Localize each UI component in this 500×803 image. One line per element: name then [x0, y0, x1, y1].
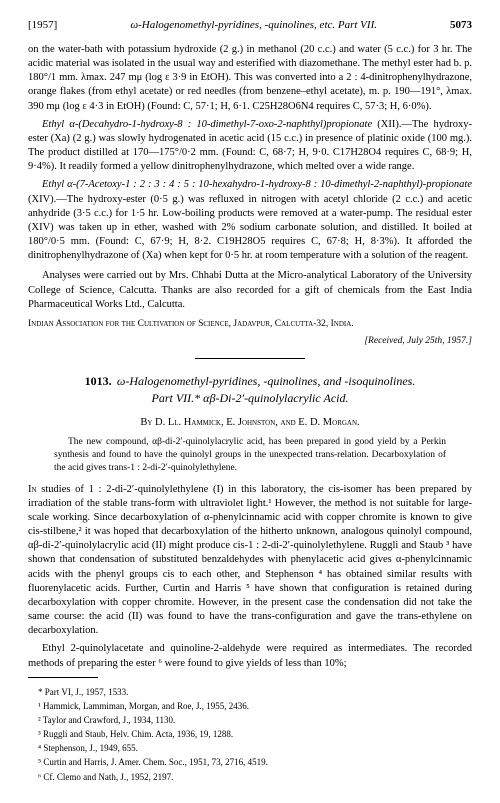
article-heading: 1013. ω-Halogenomethyl-pyridines, -quino…	[28, 373, 472, 408]
main-paragraph: In studies of 1 : 2-di-2′-quinolylethyle…	[28, 483, 472, 639]
compound-name: Ethyl α-(Decahydro-1-hydroxy-8 : 10-dime…	[42, 119, 372, 130]
footnote: ² Taylor and Crawford, J., 1934, 1130.	[28, 714, 472, 726]
footnote: ⁴ Stephenson, J., 1949, 655.	[28, 742, 472, 754]
body-paragraph: Ethyl α-(Decahydro-1-hydroxy-8 : 10-dime…	[28, 118, 472, 175]
footnotes: * Part VI, J., 1957, 1533. ¹ Hammick, La…	[28, 686, 472, 783]
body-paragraph: on the water-bath with potassium hydroxi…	[28, 43, 472, 114]
affiliation: Indian Association for the Cultivation o…	[28, 318, 472, 331]
affiliation-text: Indian Association for the Cultivation o…	[28, 319, 354, 329]
footnote: * Part VI, J., 1957, 1533.	[28, 686, 472, 698]
footnote: ⁶ Cf. Clemo and Nath, J., 1952, 2197.	[28, 771, 472, 783]
footnote: ⁵ Curtin and Harris, J. Amer. Chem. Soc.…	[28, 756, 472, 768]
main-paragraph: Ethyl 2-quinolylacetate and quinoline-2-…	[28, 642, 472, 670]
body-text: (XIV).—The hydroxy-ester (0·5 g.) was re…	[28, 194, 472, 262]
header-year: [1957]	[28, 18, 57, 33]
footnote: ¹ Hammick, Lammiman, Morgan, and Roe, J.…	[28, 700, 472, 712]
body-paragraph: Ethyl α-(7-Acetoxy-1 : 2 : 3 : 4 : 5 : 1…	[28, 178, 472, 263]
article-number: 1013.	[85, 374, 112, 388]
header-title: ω-Halogenomethyl-pyridines, -quinolines,…	[130, 18, 377, 33]
header-page: 5073	[450, 18, 472, 33]
footnote: ³ Ruggli and Staub, Helv. Chim. Acta, 19…	[28, 728, 472, 740]
byline: By D. Ll. Hammick, E. Johnston, and E. D…	[28, 416, 472, 430]
article-title-line1: ω-Halogenomethyl-pyridines, -quinolines,…	[117, 374, 415, 388]
received-date: [Received, July 25th, 1957.]	[28, 335, 472, 348]
acknowledgment: Analyses were carried out by Mrs. Chhabi…	[28, 269, 472, 312]
article-title-line2: Part VII.* αβ-Di-2′-quinolylacrylic Acid…	[152, 391, 349, 405]
abstract-text: The new compound, αβ-di-2′-quinolylacryl…	[54, 436, 446, 474]
running-header: [1957] ω-Halogenomethyl-pyridines, -quin…	[28, 18, 472, 33]
abstract: The new compound, αβ-di-2′-quinolylacryl…	[54, 436, 446, 474]
section-divider	[195, 358, 305, 359]
compound-name: Ethyl α-(7-Acetoxy-1 : 2 : 3 : 4 : 5 : 1…	[42, 179, 472, 190]
footnote-rule	[28, 677, 98, 678]
main-text: studies of 1 : 2-di-2′-quinolylethylene …	[28, 484, 472, 637]
first-word: In	[28, 484, 37, 495]
